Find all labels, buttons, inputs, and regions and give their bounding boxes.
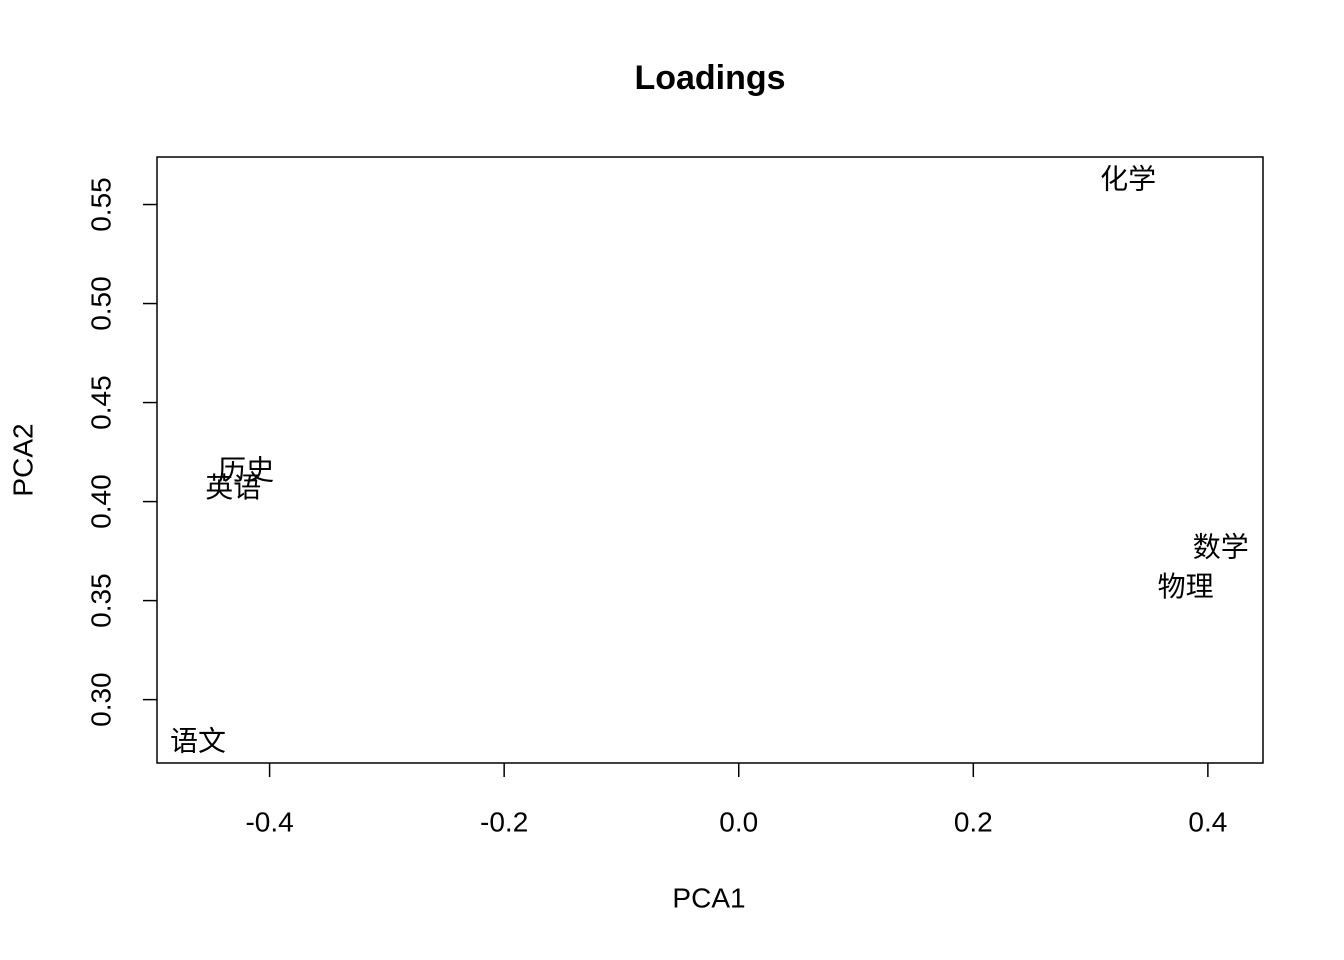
x-axis-label: PCA1 xyxy=(672,882,745,913)
x-tick-label: 0.0 xyxy=(719,806,758,837)
x-tick-label: 0.2 xyxy=(954,806,993,837)
point-label: 化学 xyxy=(1100,162,1156,195)
point-label: 历史 xyxy=(218,453,274,486)
x-tick-label: -0.2 xyxy=(480,806,528,837)
y-axis-label: PCA2 xyxy=(7,423,38,496)
y-tick-label: 0.30 xyxy=(85,672,116,727)
y-tick-label: 0.35 xyxy=(85,573,116,628)
point-label: 物理 xyxy=(1158,570,1214,603)
x-tick-label: 0.4 xyxy=(1188,806,1227,837)
y-tick-label: 0.40 xyxy=(85,474,116,529)
chart-title: Loadings xyxy=(634,59,785,97)
x-tick-label: -0.4 xyxy=(245,806,293,837)
plot-frame xyxy=(156,156,1264,764)
y-tick-label: 0.45 xyxy=(85,375,116,430)
y-tick-label: 0.55 xyxy=(85,177,116,232)
point-label: 数学 xyxy=(1193,531,1249,564)
y-tick-label: 0.50 xyxy=(85,276,116,331)
point-label: 英语 xyxy=(205,471,261,504)
point-label: 语文 xyxy=(170,725,226,758)
